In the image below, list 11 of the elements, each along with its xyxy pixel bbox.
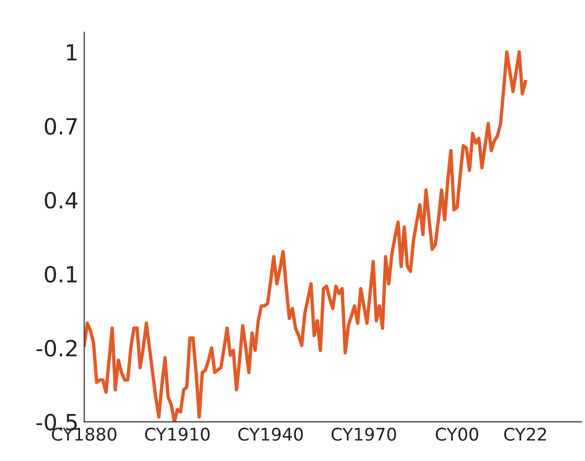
y-tick-label: 0.7 [44,118,77,135]
x-tick-label: CY1910 [145,428,210,441]
x-tick-label: CY1940 [238,428,303,441]
y-tick-label: 1 [66,44,77,60]
x-tick-label: CY1970 [332,428,396,441]
y-tick-label: -0.2 [36,340,76,357]
x-tick-label: CY22 [504,428,546,441]
x-tick-label: CY00 [436,428,478,441]
line-series [84,50,528,422]
y-tick-label: 0.4 [44,192,78,209]
y-tick-label: 0.1 [44,266,77,283]
